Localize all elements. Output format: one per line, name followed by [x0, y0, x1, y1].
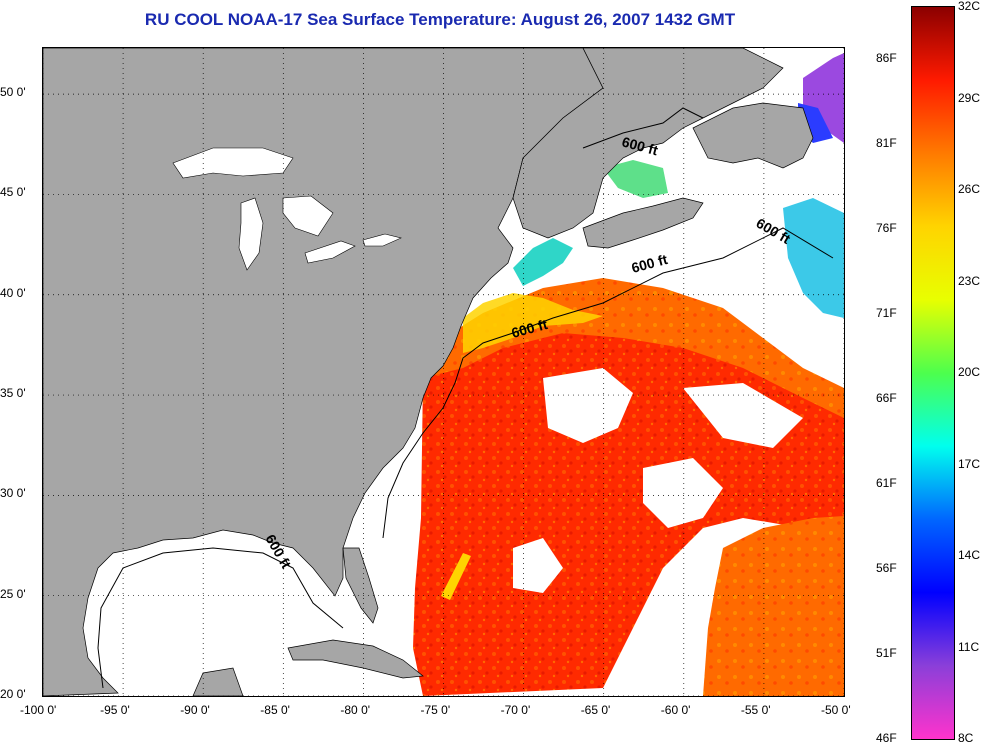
colorbar-celsius-label: 14C — [958, 548, 981, 562]
latitude-tick-label: 40 0' — [0, 285, 26, 300]
colorbar-celsius-label: 17C — [958, 456, 981, 471]
warm-water-southeast — [703, 516, 844, 696]
colorbar-celsius-label: 20C — [958, 365, 981, 379]
cool-water-gulf-maine — [513, 238, 573, 286]
newfoundland — [692, 102, 814, 169]
temperature-colorbar — [911, 6, 955, 740]
latitude-tick-label: 30 0' — [0, 486, 26, 501]
lake-ontario — [362, 233, 402, 247]
eastern-canada — [512, 48, 784, 239]
cloud-gap — [513, 538, 563, 593]
colorbar-fahrenheit-label: 71F — [876, 306, 897, 320]
sst-field — [413, 53, 844, 696]
isobath-gulf — [97, 547, 344, 689]
isobath-600ft — [97, 107, 834, 689]
latitude-tick-label: 45 0' — [0, 185, 26, 200]
latitude-tick-label: 35 0' — [0, 386, 26, 401]
map-canvas: 600 ft 600 ft 600 ft 600 ft 600 ft — [43, 48, 844, 696]
cuba — [287, 639, 424, 679]
colorbar-fahrenheit-label: 51F — [876, 646, 897, 660]
yucatan — [192, 667, 244, 696]
latitude-tick-label: 20 0' — [0, 687, 26, 701]
colorbar-celsius-label: 11C — [958, 639, 980, 654]
cloud-gap — [683, 383, 803, 448]
longitude-tick-label: -55 0' — [740, 703, 771, 717]
longitude-tick-label: -85 0' — [260, 703, 290, 717]
colorbar-fahrenheit-label: 76F — [876, 221, 897, 235]
colorbar-celsius-label: 26C — [958, 182, 981, 196]
isobath-stlawrence — [582, 107, 704, 149]
colorbar-fahrenheit-label: 56F — [876, 561, 897, 575]
longitude-tick-label: -90 0' — [180, 703, 210, 717]
map-title: RU COOL NOAA-17 Sea Surface Temperature:… — [144, 10, 736, 29]
colorbar-celsius-label: 29C — [958, 90, 981, 105]
latitude-tick-label: 25 0' — [0, 586, 26, 601]
warm-streak — [441, 553, 471, 600]
longitude-tick-label: -60 0' — [660, 703, 691, 717]
cold-water-labrador — [803, 53, 844, 143]
colorbar-celsius-label: 32C — [958, 0, 981, 13]
colorbar-celsius-label: 8C — [958, 731, 974, 745]
cool-water-newfoundland — [783, 198, 844, 318]
sst-map: 600 ft 600 ft 600 ft 600 ft 600 ft — [42, 47, 845, 697]
lake-michigan — [238, 197, 264, 271]
isobath-atlantic — [382, 227, 834, 539]
colorbar-fahrenheit-label: 86F — [876, 51, 897, 65]
latitude-tick-label: 50 0' — [0, 85, 26, 100]
longitude-tick-label: -80 0' — [340, 703, 371, 717]
land — [43, 48, 814, 696]
longitude-tick-label: -50 0' — [821, 703, 851, 717]
colorbar-celsius-label: 23C — [958, 273, 981, 288]
colorbar-fahrenheit-label: 66F — [876, 391, 897, 405]
cloud-gap — [643, 458, 723, 528]
longitude-tick-label: -65 0' — [580, 703, 611, 717]
longitude-tick-label: -70 0' — [500, 703, 531, 717]
longitude-tick-label: -100 0' — [20, 703, 57, 717]
north-america — [43, 48, 604, 696]
colorbar-fahrenheit-label: 61F — [876, 476, 897, 490]
cloud-gap — [543, 368, 633, 443]
florida — [342, 547, 379, 624]
colorbar-fahrenheit-label: 81F — [876, 136, 897, 150]
nova-scotia — [582, 197, 704, 249]
lake-erie — [304, 240, 356, 264]
colorbar-fahrenheit-label: 46F — [876, 731, 897, 745]
longitude-tick-label: -95 0' — [100, 703, 130, 717]
cool-water-gulf-st-lawrence — [603, 160, 668, 198]
longitude-tick-label: -75 0' — [420, 703, 451, 717]
graticule — [43, 48, 844, 696]
